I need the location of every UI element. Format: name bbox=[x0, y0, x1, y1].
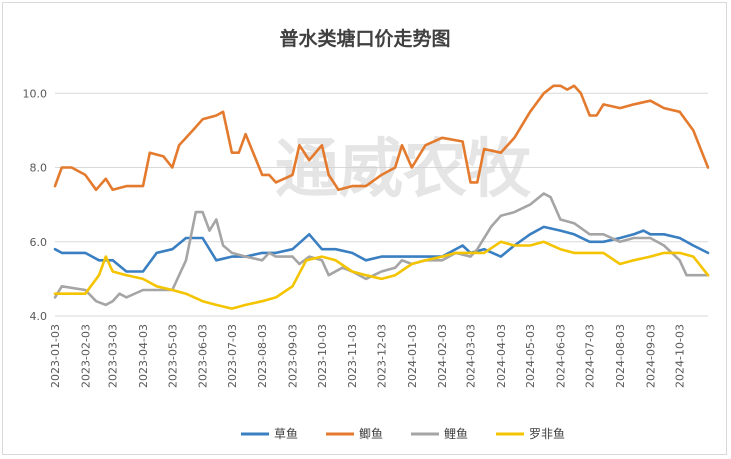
watermark-text: 通威农牧 bbox=[275, 133, 532, 207]
legend-label: 鲤鱼 bbox=[444, 427, 468, 441]
series-line-罗非鱼 bbox=[53, 240, 710, 310]
x-tick-label: 2024-09-03 bbox=[644, 324, 657, 388]
legend-label: 草鱼 bbox=[274, 427, 298, 441]
x-tick-label: 2024-02-03 bbox=[436, 324, 449, 388]
x-tick-label: 2023-10-03 bbox=[316, 324, 329, 388]
x-tick-label: 2024-08-03 bbox=[614, 324, 627, 388]
x-tick-label: 2023-01-03 bbox=[49, 324, 62, 388]
y-tick-label: 6.0 bbox=[30, 236, 48, 249]
legend: 草鱼 鲫鱼 鲤鱼 罗非鱼 bbox=[241, 427, 565, 441]
line-chart: 普水类塘口价走势图 通威农牧 4.06.08.010.0 2023-01-03 2… bbox=[23, 27, 710, 441]
x-tick-label: 2024-05-03 bbox=[524, 324, 537, 388]
x-tick-label: 2024-07-03 bbox=[584, 324, 597, 388]
series-line-草鱼 bbox=[53, 225, 710, 273]
x-tick-label: 2023-08-03 bbox=[256, 324, 269, 388]
series-line-鲤鱼 bbox=[53, 192, 710, 307]
y-tick-label: 10.0 bbox=[23, 87, 48, 100]
x-tick-label: 2024-04-03 bbox=[495, 324, 508, 388]
x-tick-label: 2024-06-03 bbox=[554, 324, 567, 388]
x-tick-label: 2023-03-03 bbox=[107, 324, 120, 388]
y-tick-label: 8.0 bbox=[30, 162, 48, 175]
x-tick-label: 2023-07-03 bbox=[226, 324, 239, 388]
x-tick-label: 2023-11-03 bbox=[346, 324, 359, 388]
y-tick-label: 4.0 bbox=[30, 310, 48, 323]
x-tick-label: 2023-02-03 bbox=[79, 324, 92, 388]
x-tick-label: 2023-05-03 bbox=[166, 324, 179, 388]
x-tick-label: 2023-04-03 bbox=[137, 324, 150, 388]
x-tick-label: 2024-10-03 bbox=[674, 324, 687, 388]
legend-label: 鲫鱼 bbox=[359, 427, 383, 441]
chart-title: 普水类塘口价走势图 bbox=[279, 27, 450, 50]
x-tick-label: 2023-12-03 bbox=[376, 324, 389, 388]
legend-label: 罗非鱼 bbox=[529, 427, 565, 441]
series-line-鲫鱼 bbox=[53, 84, 710, 192]
series-lines bbox=[53, 84, 710, 310]
x-axis-ticks: 2023-01-03 2023-02-03 2023-03-03 2023-04-03… bbox=[49, 324, 687, 388]
x-tick-label: 2023-09-03 bbox=[287, 324, 300, 388]
y-axis-ticks: 4.0 6.0 8.0 10.0 bbox=[23, 87, 48, 323]
chart-frame: 普水类塘口价走势图 通威农牧 4.0 6.0 8.0 10.0 2023-01-03 2… bbox=[2, 2, 727, 455]
x-tick-label: 2024-01-03 bbox=[406, 324, 419, 388]
x-tick-label: 2024-03-03 bbox=[464, 324, 477, 388]
x-tick-label: 2023-06-03 bbox=[197, 324, 210, 388]
